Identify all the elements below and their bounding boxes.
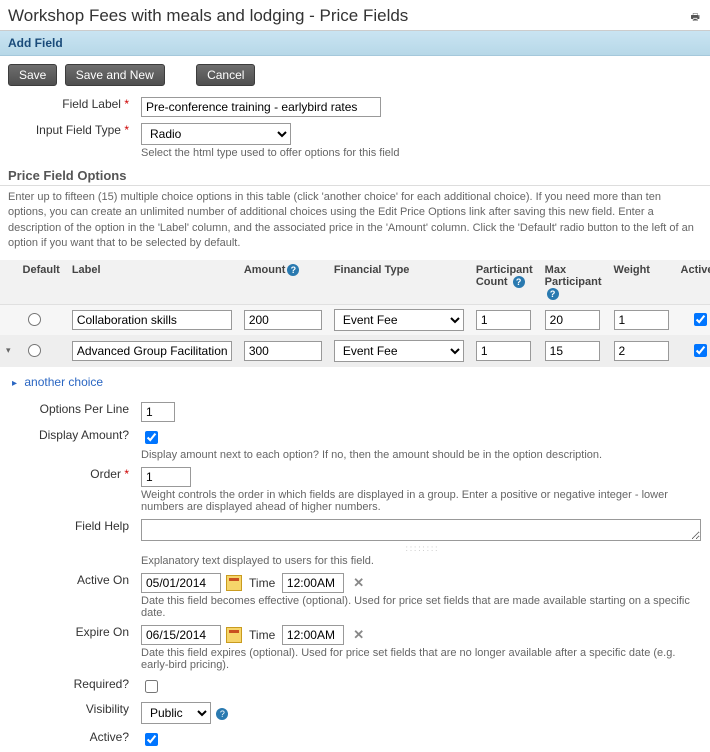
col-default: Default — [17, 260, 66, 305]
col-max-participant: Max Participant? — [539, 260, 608, 305]
default-radio[interactable] — [28, 313, 41, 326]
col-weight: Weight — [608, 260, 675, 305]
option-amount-input[interactable] — [244, 341, 322, 361]
option-label-input[interactable] — [72, 341, 232, 361]
field-label-label: Field Label * — [0, 94, 135, 120]
expand-icon: ▸ — [12, 378, 17, 389]
price-options-table: Default Label Amount? Financial Type Par… — [0, 260, 710, 367]
visibility-label: Visibility — [0, 699, 135, 727]
default-radio[interactable] — [28, 344, 41, 357]
time-label: Time — [249, 576, 275, 590]
required-checkbox[interactable] — [145, 680, 158, 693]
display-amount-help: Display amount next to each option? If n… — [141, 449, 704, 461]
field-help-label: Field Help — [0, 516, 135, 570]
clear-date-icon[interactable]: ✕ — [353, 575, 364, 590]
page-title: Workshop Fees with meals and lodging - P… — [0, 0, 710, 31]
page-title-text: Workshop Fees with meals and lodging - P… — [8, 6, 408, 25]
active-on-help: Date this field becomes effective (optio… — [141, 595, 704, 619]
visibility-select[interactable]: Public — [141, 702, 211, 724]
calendar-icon[interactable] — [226, 575, 242, 591]
active-on-time-input[interactable] — [282, 573, 344, 593]
col-amount: Amount? — [238, 260, 328, 305]
button-row-top: Save Save and New Cancel — [0, 56, 710, 94]
time-label: Time — [249, 628, 275, 642]
option-participant-count-input[interactable] — [476, 310, 531, 330]
option-weight-input[interactable] — [614, 341, 669, 361]
option-max-participant-input[interactable] — [545, 341, 600, 361]
field-help-help: Explanatory text displayed to users for … — [141, 555, 704, 567]
cancel-button[interactable]: Cancel — [196, 64, 255, 86]
option-row: Event Fee — [0, 304, 710, 335]
expire-on-help: Date this field expires (optional). Used… — [141, 647, 704, 671]
expire-on-label: Expire On — [0, 622, 135, 674]
display-amount-label: Display Amount? — [0, 425, 135, 464]
section-bar-add-field: Add Field — [0, 31, 710, 56]
expire-on-date-input[interactable] — [141, 625, 221, 645]
option-financial-type-select[interactable]: Event Fee — [334, 340, 464, 362]
active-on-date-input[interactable] — [141, 573, 221, 593]
options-per-line-label: Options Per Line — [0, 399, 135, 425]
field-help-textarea[interactable] — [141, 519, 701, 541]
active-on-label: Active On — [0, 570, 135, 622]
expire-on-time-input[interactable] — [282, 625, 344, 645]
col-participant-count: Participant Count ? — [470, 260, 539, 305]
col-label: Label — [66, 260, 238, 305]
row-drag-handle[interactable]: ▾ — [0, 335, 17, 366]
another-choice-link[interactable]: another choice — [24, 375, 103, 389]
display-amount-checkbox[interactable] — [145, 431, 158, 444]
help-icon[interactable]: ? — [216, 708, 228, 720]
help-icon[interactable]: ? — [287, 264, 299, 276]
order-label: Order * — [0, 464, 135, 516]
input-field-type-help: Select the html type used to offer optio… — [141, 147, 704, 159]
input-field-type-label: Input Field Type * — [0, 120, 135, 162]
active-checkbox[interactable] — [145, 733, 158, 746]
option-financial-type-select[interactable]: Event Fee — [334, 309, 464, 331]
resize-grip[interactable]: :::::::: — [141, 544, 704, 553]
order-input[interactable] — [141, 467, 191, 487]
required-marker: * — [124, 467, 129, 481]
save-button[interactable]: Save — [8, 64, 57, 86]
print-icon[interactable]: 🖶 — [691, 10, 700, 27]
calendar-icon[interactable] — [226, 627, 242, 643]
section-bar-label: Add Field — [8, 36, 63, 50]
price-field-options-description: Enter up to fifteen (15) multiple choice… — [0, 186, 710, 260]
col-active: Active? — [675, 260, 710, 305]
help-icon[interactable]: ? — [513, 276, 525, 288]
active-label: Active? — [0, 727, 135, 752]
col-financial-type: Financial Type — [328, 260, 470, 305]
option-weight-input[interactable] — [614, 310, 669, 330]
clear-date-icon[interactable]: ✕ — [353, 627, 364, 642]
another-choice-row: ▸ another choice — [0, 367, 710, 399]
order-help: Weight controls the order in which field… — [141, 489, 704, 513]
option-amount-input[interactable] — [244, 310, 322, 330]
option-max-participant-input[interactable] — [545, 310, 600, 330]
help-icon[interactable]: ? — [547, 288, 559, 300]
option-active-checkbox[interactable] — [694, 313, 707, 326]
option-row: ▾ Event Fee — [0, 335, 710, 366]
required-marker: * — [124, 123, 129, 137]
required-marker: * — [124, 97, 129, 111]
save-and-new-button[interactable]: Save and New — [65, 64, 165, 86]
option-label-input[interactable] — [72, 310, 232, 330]
option-active-checkbox[interactable] — [694, 344, 707, 357]
field-label-input[interactable] — [141, 97, 381, 117]
input-field-type-select[interactable]: Radio — [141, 123, 291, 145]
options-per-line-input[interactable] — [141, 402, 175, 422]
option-participant-count-input[interactable] — [476, 341, 531, 361]
price-field-options-heading: Price Field Options — [0, 162, 710, 186]
